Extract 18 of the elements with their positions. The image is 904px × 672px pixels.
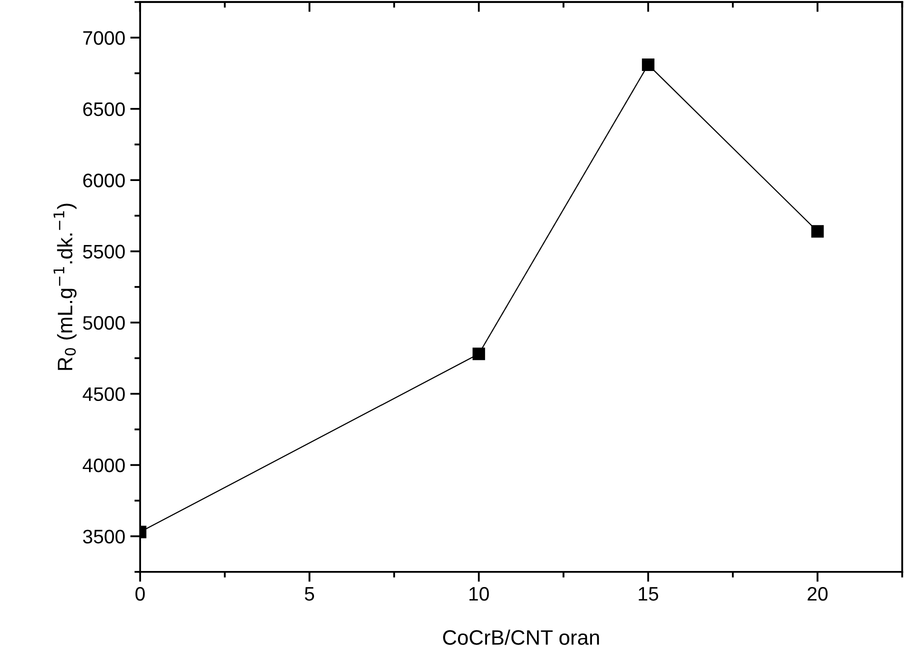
x-tick-label: 20	[808, 586, 828, 601]
x-axis-title: CoCrB/CNT oran	[443, 630, 599, 645]
y-tick-label: 4500	[82, 387, 125, 402]
x-tick-label: 10	[469, 586, 489, 601]
y-tick-label: 5500	[83, 244, 125, 259]
y-tick-label: 6000	[83, 174, 125, 188]
y-tick-label: 6500	[83, 102, 125, 116]
point	[642, 58, 654, 71]
x-tick-label: 0	[135, 586, 145, 601]
y-tick-label: 7000	[83, 31, 125, 45]
y-axis-title: R$_{0}$ (mL.g$^{−1}$.dk.$^{−1}$)	[54, 204, 77, 370]
point	[811, 225, 824, 238]
point	[472, 348, 486, 360]
y-tick-label: 3500	[83, 530, 125, 544]
y-tick-label: 5000	[83, 316, 125, 330]
x-tick-label: 15	[638, 587, 658, 601]
y-tick-label: 4000	[82, 458, 125, 472]
x-tick-label: 5	[304, 587, 314, 601]
